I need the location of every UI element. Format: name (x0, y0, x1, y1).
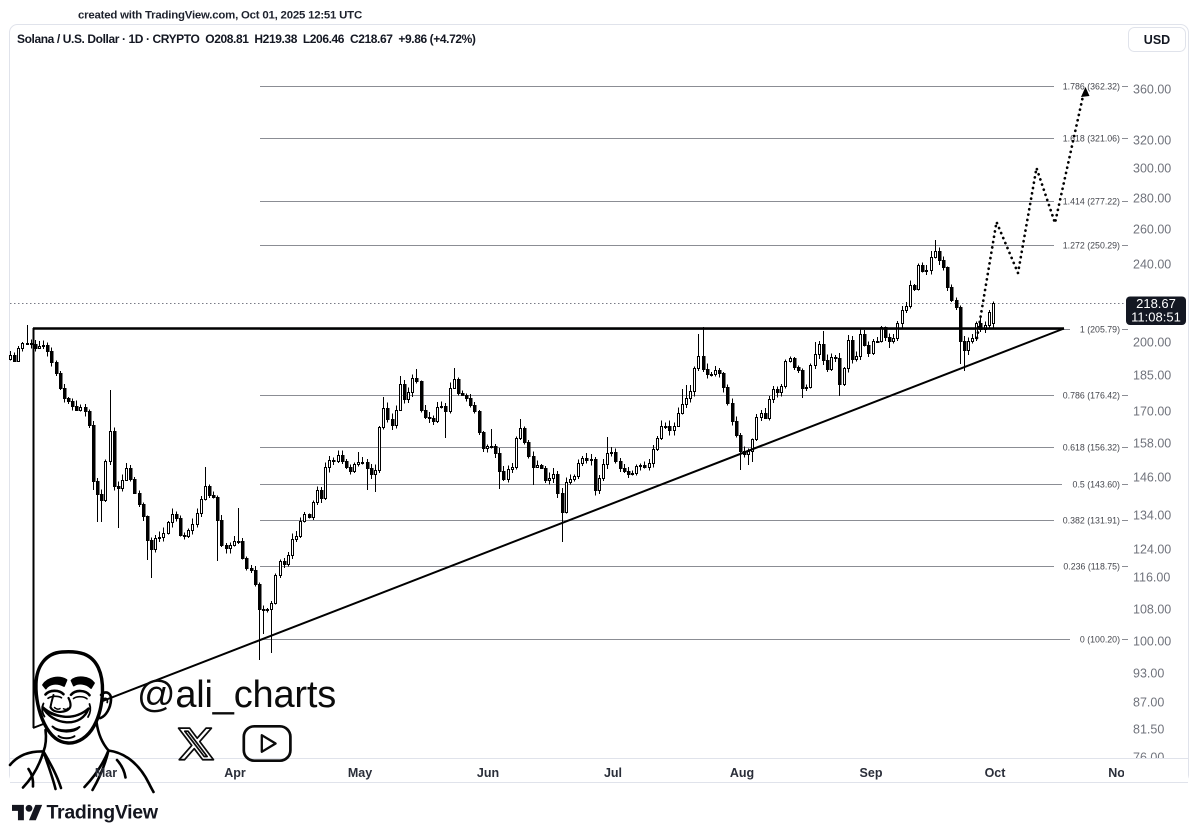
svg-text:100.00: 100.00 (1133, 635, 1171, 649)
svg-text:0.5 (143.60): 0.5 (143.60) (1073, 480, 1121, 490)
svg-text:11:08:51: 11:08:51 (1131, 310, 1181, 325)
svg-text:320.00: 320.00 (1133, 134, 1171, 148)
svg-text:116.00: 116.00 (1133, 571, 1170, 585)
svg-text:81.50: 81.50 (1133, 723, 1164, 737)
svg-text:Jun: Jun (477, 766, 499, 780)
svg-text:1.272 (250.29): 1.272 (250.29) (1063, 241, 1120, 251)
svg-text:USD: USD (1144, 33, 1170, 47)
svg-text:0.618 (156.32): 0.618 (156.32) (1063, 443, 1120, 453)
svg-text:0.786 (176.42): 0.786 (176.42) (1063, 391, 1120, 401)
svg-text:280.00: 280.00 (1133, 192, 1171, 206)
svg-text:1.618 (321.06): 1.618 (321.06) (1063, 134, 1120, 144)
svg-text:87.00: 87.00 (1133, 696, 1164, 710)
svg-text:146.00: 146.00 (1133, 471, 1171, 485)
svg-text:Sep: Sep (860, 766, 883, 780)
svg-text:Apr: Apr (224, 766, 246, 780)
svg-text:0.236 (118.75): 0.236 (118.75) (1063, 562, 1120, 572)
svg-text:created with TradingView.com,: created with TradingView.com, Oct 01, 20… (78, 10, 362, 22)
svg-text:185.00: 185.00 (1133, 369, 1171, 383)
svg-text:Jul: Jul (604, 766, 622, 780)
svg-text:1.786 (362.32): 1.786 (362.32) (1063, 82, 1120, 92)
svg-text:260.00: 260.00 (1133, 223, 1171, 237)
svg-text:1.414 (277.22): 1.414 (277.22) (1063, 197, 1120, 207)
svg-text:360.00: 360.00 (1133, 83, 1171, 97)
svg-text:TradingView: TradingView (47, 802, 159, 824)
svg-text:240.00: 240.00 (1133, 258, 1171, 272)
svg-text:124.00: 124.00 (1133, 543, 1171, 557)
svg-text:0.382 (131.91): 0.382 (131.91) (1063, 516, 1120, 526)
svg-text:1 (205.79): 1 (205.79) (1080, 325, 1120, 335)
svg-text:Nov: Nov (1108, 766, 1132, 780)
svg-text:218.67: 218.67 (1136, 296, 1176, 311)
svg-text:Oct: Oct (985, 766, 1007, 780)
svg-text:158.00: 158.00 (1133, 437, 1171, 451)
svg-text:0 (100.20): 0 (100.20) (1080, 635, 1120, 645)
svg-text:134.00: 134.00 (1133, 509, 1171, 523)
svg-text:200.00: 200.00 (1133, 336, 1171, 350)
svg-text:93.00: 93.00 (1133, 667, 1164, 681)
svg-text:Aug: Aug (730, 766, 754, 780)
svg-text:108.00: 108.00 (1133, 603, 1171, 617)
svg-text:Solana / U.S. Dollar · 1D · CR: Solana / U.S. Dollar · 1D · CRYPTO O208.… (17, 32, 476, 46)
svg-text:Mar: Mar (95, 766, 117, 780)
svg-text:170.00: 170.00 (1133, 405, 1171, 419)
svg-text:300.00: 300.00 (1133, 162, 1171, 176)
svg-text:@ali_charts: @ali_charts (137, 674, 336, 716)
svg-text:May: May (348, 766, 372, 780)
